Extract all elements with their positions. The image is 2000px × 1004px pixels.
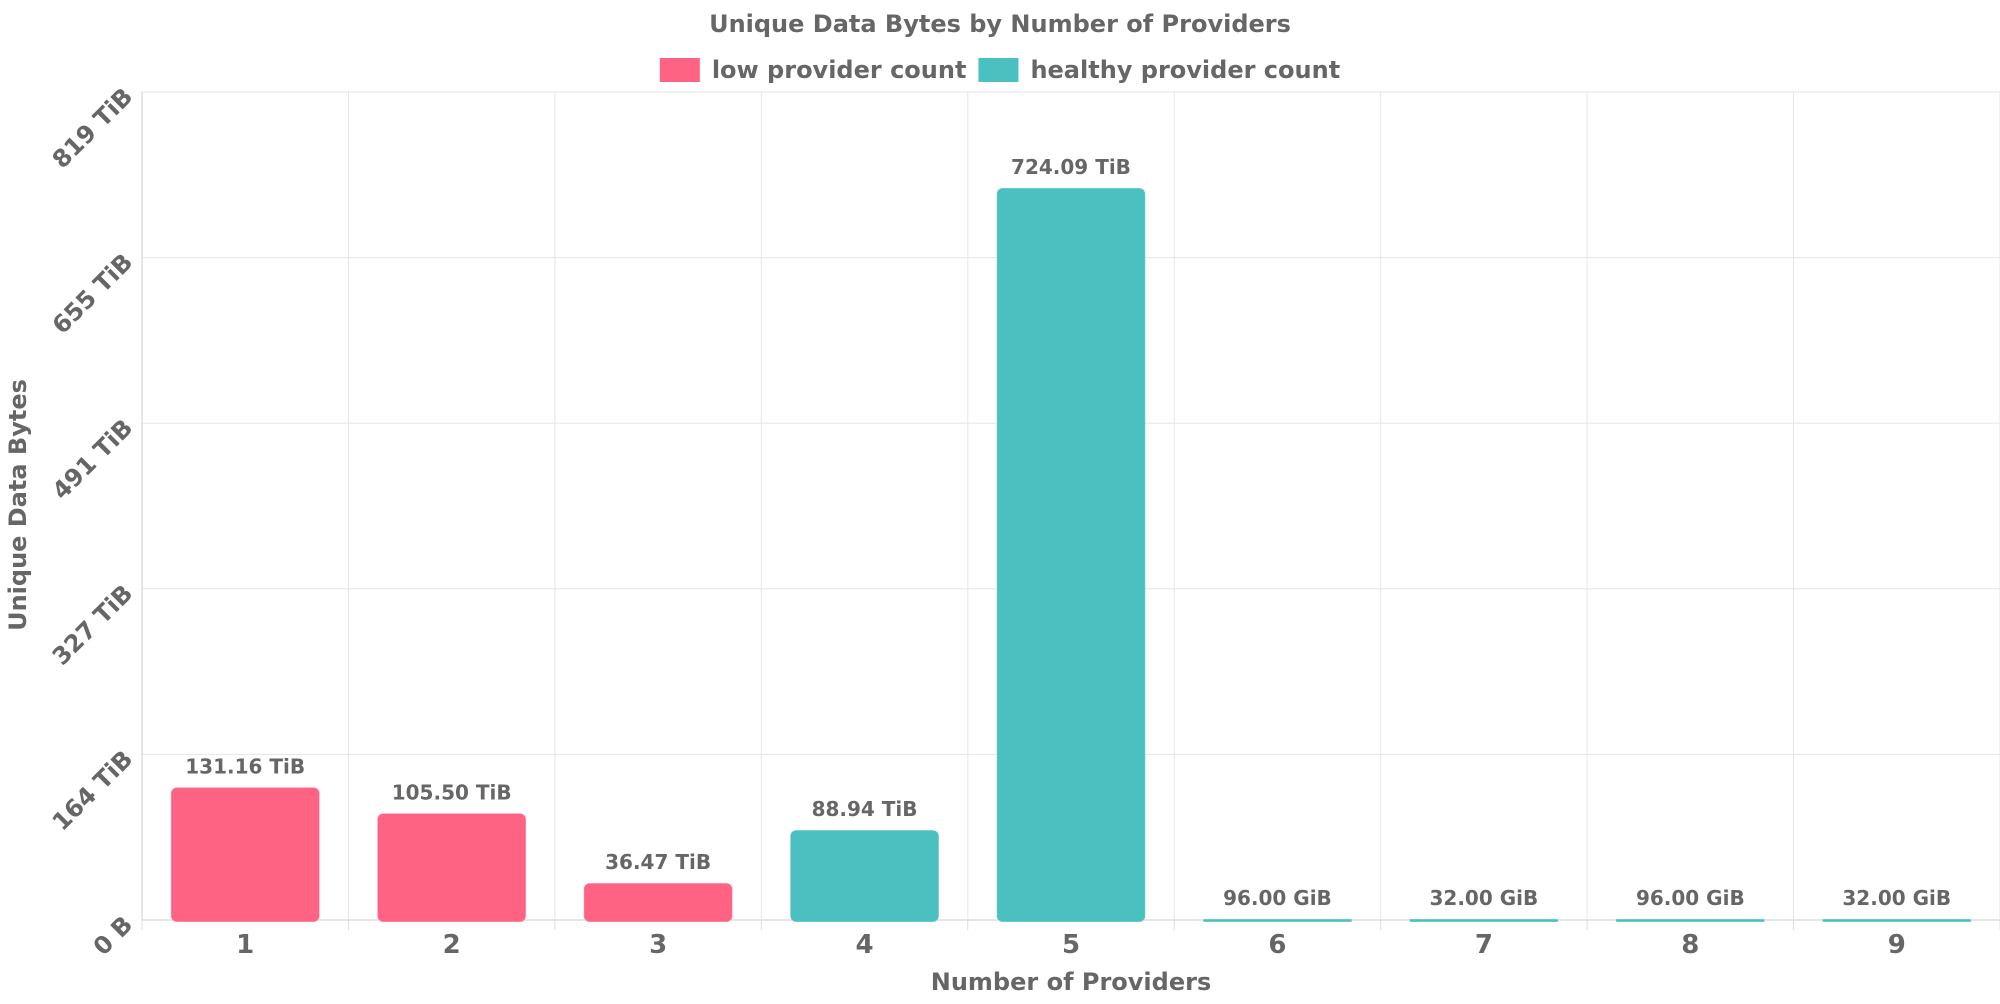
data-label: 96.00 GiB bbox=[1636, 886, 1745, 910]
data-label: 131.16 TiB bbox=[185, 754, 305, 778]
data-labels: 131.16 TiB 105.50 TiB 36.47 TiB 88.94 TiB 72… bbox=[185, 155, 1951, 910]
x-tick-label: 6 bbox=[1268, 930, 1286, 960]
y-tick-label: 655 TiB bbox=[47, 248, 138, 339]
data-label: 105.50 TiB bbox=[392, 780, 512, 804]
legend-swatch bbox=[978, 58, 1019, 82]
bar[interactable] bbox=[996, 187, 1146, 923]
bar[interactable] bbox=[789, 829, 940, 923]
legend-item[interactable]: healthy provider count bbox=[978, 56, 1340, 84]
chart-title: Unique Data Bytes by Number of Providers bbox=[709, 10, 1291, 38]
data-label: 32.00 GiB bbox=[1430, 886, 1539, 910]
legend: low provider count healthy provider count bbox=[659, 56, 1340, 84]
x-axis-ticks: 1 2 3 4 5 6 7 8 9 bbox=[236, 930, 1906, 960]
data-label: 96.00 GiB bbox=[1223, 886, 1332, 910]
x-tick-label: 8 bbox=[1681, 930, 1699, 960]
y-tick-label: 327 TiB bbox=[47, 579, 138, 670]
x-tick-label: 9 bbox=[1888, 930, 1906, 960]
x-tick-label: 1 bbox=[236, 930, 254, 960]
y-tick-label: 819 TiB bbox=[47, 82, 138, 173]
data-label: 724.09 TiB bbox=[1011, 155, 1131, 179]
bar[interactable] bbox=[583, 882, 733, 923]
x-tick-label: 2 bbox=[443, 930, 461, 960]
legend-label: healthy provider count bbox=[1030, 56, 1340, 84]
bar[interactable] bbox=[376, 812, 527, 923]
data-label: 36.47 TiB bbox=[605, 850, 711, 874]
y-tick-label: 0 B bbox=[88, 910, 138, 960]
y-axis-ticks: 0 B 164 TiB 327 TiB 491 TiB 655 TiB 819 TiB bbox=[47, 82, 138, 960]
x-axis-label: Number of Providers bbox=[931, 968, 1211, 996]
x-tick-label: 7 bbox=[1475, 930, 1493, 960]
x-tick-label: 3 bbox=[649, 930, 667, 960]
x-tick-label: 5 bbox=[1062, 930, 1080, 960]
y-axis-label: Unique Data Bytes bbox=[4, 379, 32, 631]
legend-label: low provider count bbox=[712, 56, 967, 84]
bar[interactable] bbox=[170, 786, 321, 923]
bar[interactable] bbox=[1202, 918, 1353, 923]
data-label: 88.94 TiB bbox=[812, 797, 918, 821]
legend-swatch bbox=[659, 58, 700, 82]
bars bbox=[170, 187, 1972, 923]
y-tick-label: 491 TiB bbox=[47, 414, 138, 505]
y-tick-label: 164 TiB bbox=[47, 745, 138, 836]
bar[interactable] bbox=[1821, 918, 1972, 923]
bar[interactable] bbox=[1615, 918, 1766, 923]
x-tick-label: 4 bbox=[856, 930, 874, 960]
legend-item[interactable]: low provider count bbox=[659, 56, 967, 84]
data-label: 32.00 GiB bbox=[1842, 886, 1951, 910]
bar[interactable] bbox=[1409, 918, 1559, 923]
